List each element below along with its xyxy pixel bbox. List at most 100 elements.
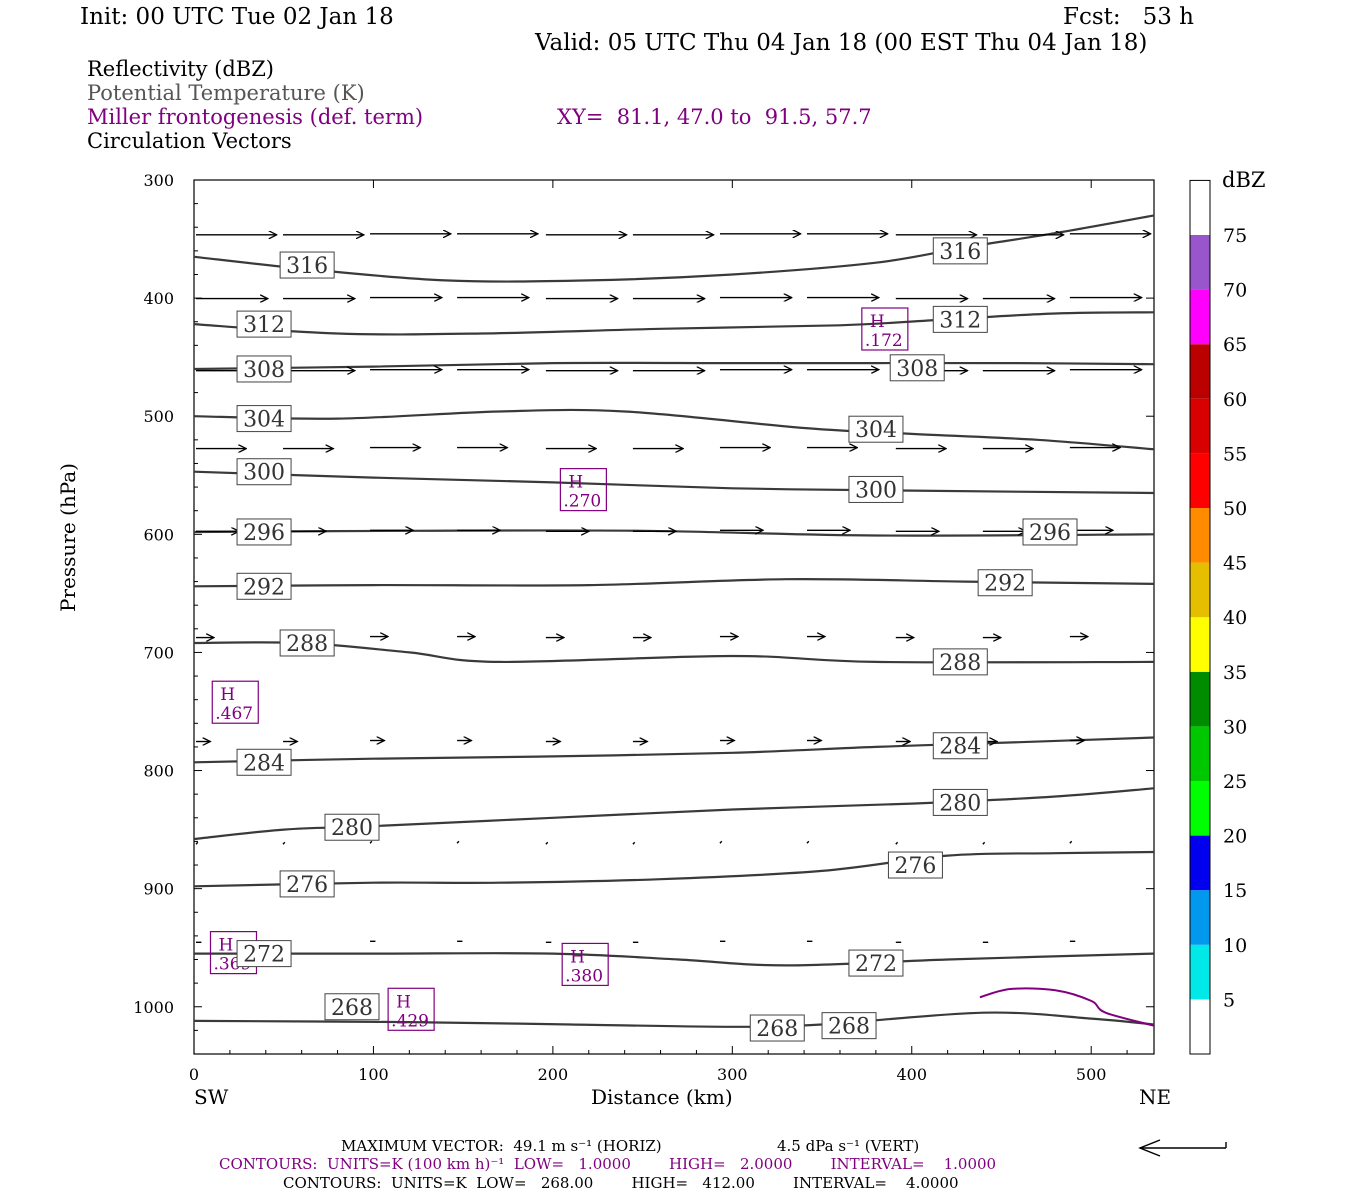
colorbar-label: 5 bbox=[1223, 989, 1235, 1011]
x-tick-label: 0 bbox=[189, 1065, 199, 1084]
y-tick-label: 500 bbox=[143, 407, 174, 426]
y-tick-label: 1000 bbox=[133, 998, 174, 1017]
circulation-vector bbox=[545, 841, 549, 845]
x-axis-right-end: NE bbox=[1139, 1085, 1172, 1109]
theta-contour-268 bbox=[193, 1011, 1155, 1028]
theta-label-box bbox=[749, 1014, 805, 1042]
circulation-vector bbox=[982, 841, 986, 845]
frontogenesis-max-box bbox=[561, 942, 609, 987]
theta-label-box bbox=[279, 870, 335, 898]
theta-label-268: 268 bbox=[331, 996, 373, 1021]
theta-label-box bbox=[932, 237, 988, 265]
circulation-vector bbox=[369, 840, 373, 844]
colorbar-label: 65 bbox=[1223, 334, 1247, 356]
x-axis-title: Distance (km) bbox=[591, 1085, 733, 1109]
reference-vector-arrow bbox=[1138, 1139, 1227, 1157]
frontogenesis-max-label: H bbox=[396, 992, 411, 1012]
theta-label-288: 288 bbox=[939, 651, 981, 676]
theta-label-316: 316 bbox=[939, 240, 981, 265]
frontogenesis-max-label: H bbox=[220, 685, 235, 705]
colorbar-segment bbox=[1190, 344, 1210, 399]
colorbar-label: 45 bbox=[1223, 553, 1247, 575]
theta-label-box bbox=[236, 355, 292, 383]
valid-time: Valid: 05 UTC Thu 04 Jan 18 (00 EST Thu … bbox=[535, 30, 1148, 56]
theta-label-312: 312 bbox=[243, 313, 285, 338]
theta-label-280: 280 bbox=[939, 791, 981, 816]
theta-label-box bbox=[932, 788, 988, 816]
colorbar-segment bbox=[1190, 235, 1210, 290]
colorbar-segment bbox=[1190, 671, 1210, 727]
theta-label-276: 276 bbox=[286, 873, 328, 898]
circulation-vector bbox=[895, 841, 899, 845]
footer-max-vert: 4.5 dPa s⁻¹ (VERT) bbox=[777, 1137, 920, 1155]
x-axis-left-end: SW bbox=[194, 1085, 229, 1109]
frontogenesis-max-value: .380 bbox=[565, 966, 603, 986]
colorbar-segment bbox=[1190, 562, 1210, 618]
theta-label-268: 268 bbox=[756, 1017, 798, 1042]
legend-xy: XY= 81.1, 47.0 to 91.5, 57.7 bbox=[557, 105, 872, 129]
frontogenesis-max-box bbox=[861, 307, 909, 351]
theta-label-308: 308 bbox=[896, 357, 938, 382]
theta-label-box bbox=[236, 748, 292, 776]
colorbar-frame bbox=[1189, 179, 1211, 1055]
theta-label-284: 284 bbox=[243, 751, 285, 776]
reflectivity-colorbar: 5 10 15 20 25 30 35 40 45 50 55 60 65 70 75 bbox=[1189, 179, 1247, 1055]
y-tick-label: 900 bbox=[143, 880, 174, 899]
circulation-vector bbox=[719, 840, 723, 844]
theta-label-268: 268 bbox=[828, 1015, 870, 1040]
theta-label-300: 300 bbox=[855, 478, 897, 503]
legend-vectors: Circulation Vectors bbox=[87, 129, 292, 153]
theta-contour-300 bbox=[193, 470, 1155, 495]
legend-theta: Potential Temperature (K) bbox=[87, 81, 365, 105]
theta-label-box bbox=[932, 648, 988, 676]
theta-label-box bbox=[236, 405, 292, 433]
y-tick-label: 400 bbox=[143, 289, 174, 308]
theta-contour-316 bbox=[193, 214, 1155, 283]
theta-label-296: 296 bbox=[243, 521, 285, 546]
colorbar-segment bbox=[1190, 453, 1210, 508]
frontogenesis-max-value: .467 bbox=[215, 704, 253, 724]
theta-label-316: 316 bbox=[286, 254, 328, 279]
frontogenesis-max-box bbox=[211, 680, 259, 724]
theta-label-280: 280 bbox=[331, 816, 373, 841]
theta-label-288: 288 bbox=[286, 632, 328, 657]
theta-label-box bbox=[889, 354, 945, 382]
theta-label-300: 300 bbox=[243, 461, 285, 486]
y-tick-label: 600 bbox=[143, 525, 174, 544]
theta-contour-304 bbox=[193, 408, 1155, 451]
theta-label-276: 276 bbox=[894, 854, 936, 879]
frontogenesis-max-value: .172 bbox=[865, 331, 903, 351]
theta-label-292: 292 bbox=[243, 575, 285, 600]
theta-label-box bbox=[848, 415, 904, 443]
legend-frontogenesis: Miller frontogenesis (def. term) bbox=[87, 105, 424, 129]
colorbar-segment bbox=[1190, 289, 1210, 345]
frontogenesis-max-value: .270 bbox=[563, 492, 601, 512]
theta-contour-276 bbox=[193, 850, 1155, 888]
circulation-vector bbox=[456, 840, 460, 844]
colorbar-segment bbox=[1190, 999, 1210, 1054]
frontogenesis-contour bbox=[979, 987, 1155, 1027]
frontogenesis-max-label: H bbox=[568, 473, 583, 493]
theta-label-box bbox=[236, 310, 292, 338]
frontogenesis-max-label: H bbox=[570, 947, 585, 967]
theta-label-304: 304 bbox=[243, 408, 285, 433]
frontogenesis-max-label: H bbox=[870, 312, 885, 332]
theta-label-box bbox=[1022, 518, 1078, 546]
circulation-vector bbox=[632, 841, 636, 845]
theta-label-box bbox=[324, 813, 380, 841]
colorbar-segment bbox=[1190, 890, 1210, 945]
circulation-vector bbox=[1069, 840, 1073, 844]
y-tick-label: 700 bbox=[143, 643, 174, 662]
theta-label-box bbox=[848, 475, 904, 503]
footer-max-vector: MAXIMUM VECTOR: 49.1 m s⁻¹ (HORIZ) bbox=[341, 1137, 662, 1155]
colorbar-label: 35 bbox=[1223, 662, 1247, 684]
theta-label-308: 308 bbox=[243, 358, 285, 383]
theta-label-box bbox=[821, 1012, 877, 1040]
theta-label-box bbox=[887, 851, 943, 879]
theta-label-box bbox=[279, 629, 335, 657]
frontogenesis-max-box bbox=[559, 468, 607, 512]
theta-label-box bbox=[236, 518, 292, 546]
y-axis-title: Pressure (hPa) bbox=[56, 463, 80, 612]
